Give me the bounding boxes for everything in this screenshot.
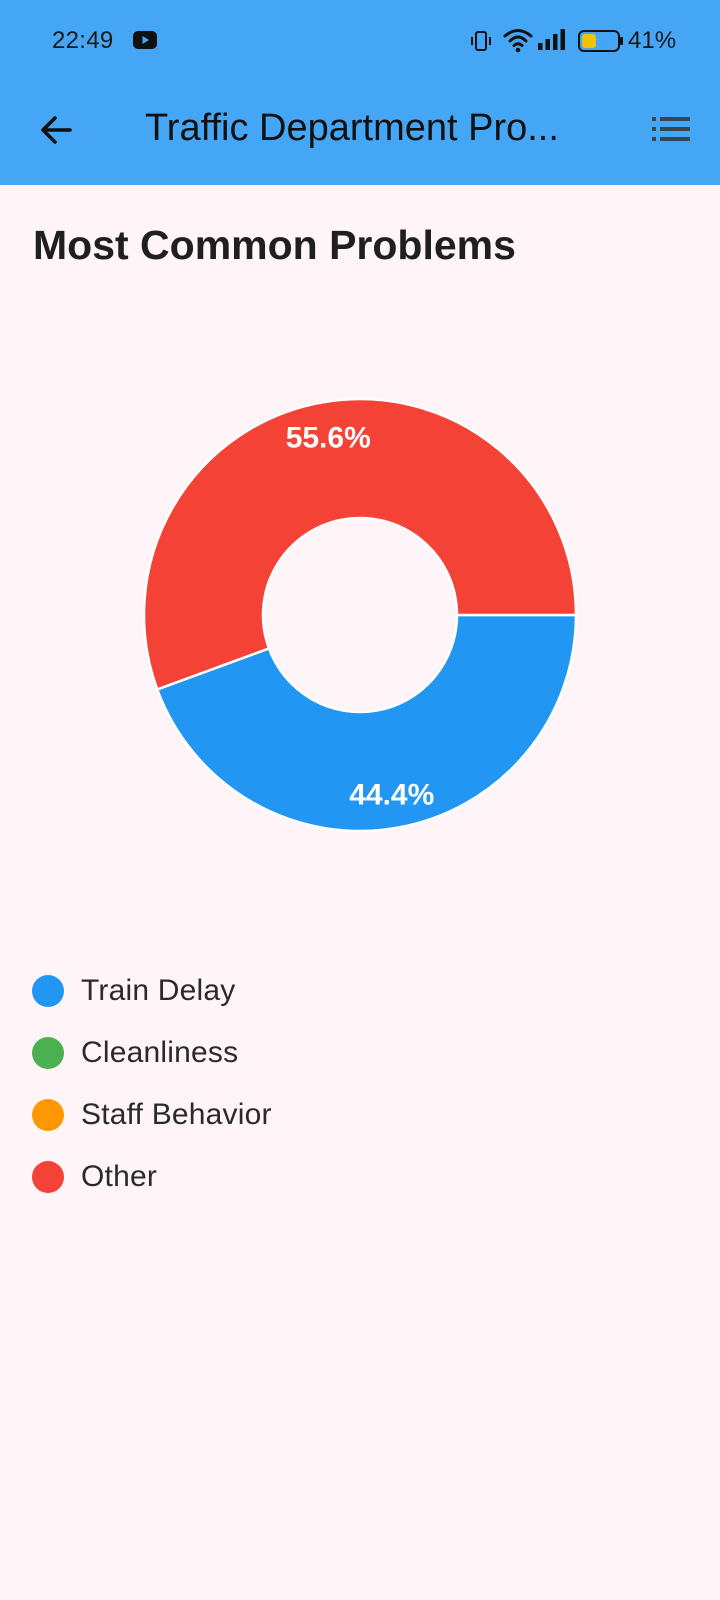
legend-swatch (32, 975, 64, 1007)
battery-percent: 41% (628, 27, 677, 54)
list-icon[interactable] (652, 114, 690, 144)
arrow-back-icon[interactable] (36, 110, 76, 150)
wifi-icon (503, 29, 533, 53)
legend-item-train-delay: Train Delay (32, 960, 272, 1022)
battery-icon (578, 30, 623, 52)
slice-label-train-delay: 44.4% (349, 779, 434, 812)
chart-legend: Train Delay Cleanliness Staff Behavior Othe… (32, 960, 272, 1208)
pie-slice-other (142, 397, 578, 692)
legend-label: Cleanliness (81, 1036, 239, 1069)
status-bar: 22:49 41% (0, 0, 720, 84)
youtube-notification-icon (133, 31, 157, 49)
donut-chart: 44.4% 55.6% (142, 397, 578, 833)
legend-label: Train Delay (81, 974, 236, 1007)
vibrate-icon (471, 31, 491, 51)
legend-swatch (32, 1099, 64, 1131)
legend-swatch (32, 1161, 64, 1193)
legend-item-staff-behavior: Staff Behavior (32, 1084, 272, 1146)
legend-item-other: Other (32, 1146, 272, 1208)
slice-label-other: 55.6% (286, 421, 371, 454)
page-title: Traffic Department Pro... (145, 107, 559, 149)
status-time: 22:49 (52, 27, 114, 54)
signal-icon (538, 29, 565, 50)
legend-label: Staff Behavior (81, 1098, 272, 1131)
top-app-bar: 22:49 41% Traffic (0, 0, 720, 185)
legend-label: Other (81, 1160, 158, 1193)
section-title: Most Common Problems (33, 222, 516, 268)
pie-slice-train-delay (155, 613, 578, 833)
legend-swatch (32, 1037, 64, 1069)
legend-item-cleanliness: Cleanliness (32, 1022, 272, 1084)
